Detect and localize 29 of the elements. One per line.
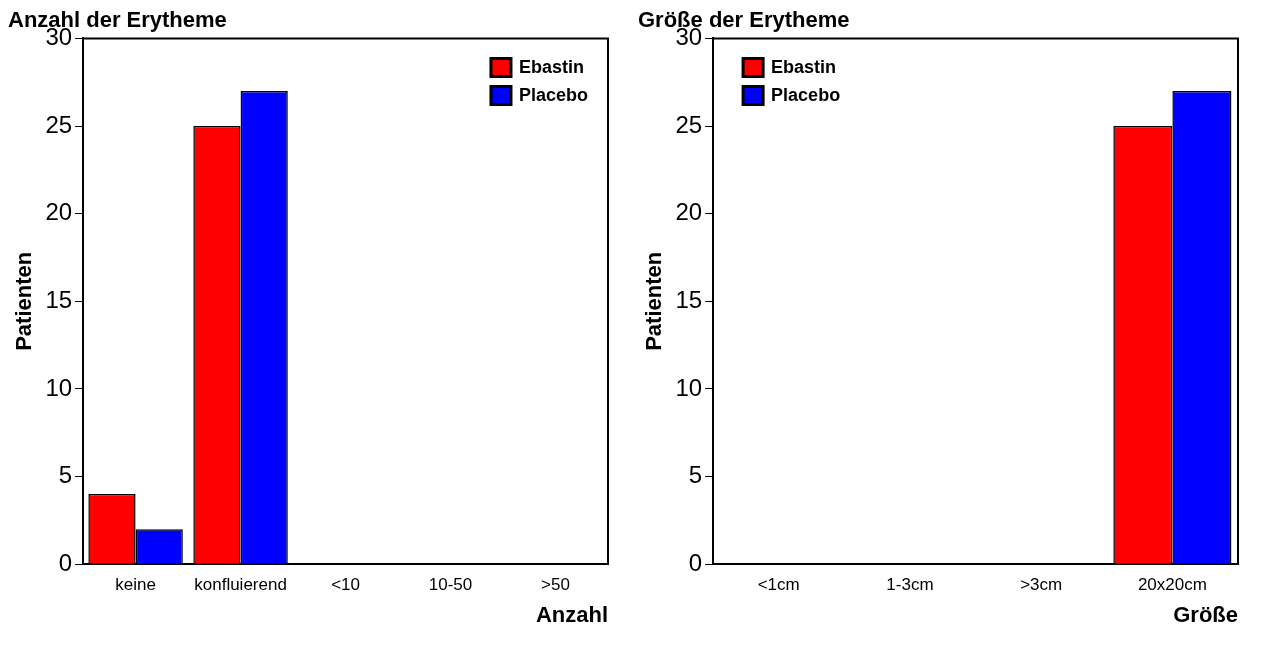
y-tick-label: 10 — [675, 373, 703, 401]
x-tick-label: keine — [115, 575, 156, 595]
y-tick-label: 0 — [688, 548, 703, 576]
y-tick-label: 20 — [675, 198, 703, 226]
x-tick-label: <1cm — [757, 575, 800, 595]
x-tick-label: >50 — [541, 575, 570, 595]
legend-label: Ebastin — [771, 57, 837, 78]
y-tick-label: 20 — [45, 198, 73, 226]
x-axis-title: Anzahl — [535, 601, 608, 627]
x-tick-label: 10-50 — [428, 575, 473, 595]
y-tick-label: 15 — [45, 285, 73, 313]
x-tick-label: 20x20cm — [1137, 575, 1207, 595]
legend-label: Ebastin — [518, 57, 584, 78]
y-tick-label: 5 — [688, 461, 703, 489]
x-tick-label: 1-3cm — [886, 575, 934, 595]
y-axis-title: Patienten — [641, 251, 667, 351]
y-tick-label: 25 — [45, 110, 73, 138]
legend-label: Placebo — [771, 85, 841, 106]
y-axis-title: Patienten — [11, 251, 37, 351]
x-tick-label: konfluierend — [194, 575, 287, 595]
y-tick-label: 0 — [58, 548, 73, 576]
x-tick-label: >3cm — [1020, 575, 1063, 595]
y-tick-label: 15 — [675, 285, 703, 313]
y-tick-label: 5 — [58, 461, 73, 489]
y-tick-label: 10 — [45, 373, 73, 401]
x-tick-label: <10 — [331, 575, 360, 595]
x-axis-title: Größe — [1173, 601, 1238, 627]
y-tick-label: 25 — [675, 110, 703, 138]
legend-label: Placebo — [518, 85, 588, 106]
